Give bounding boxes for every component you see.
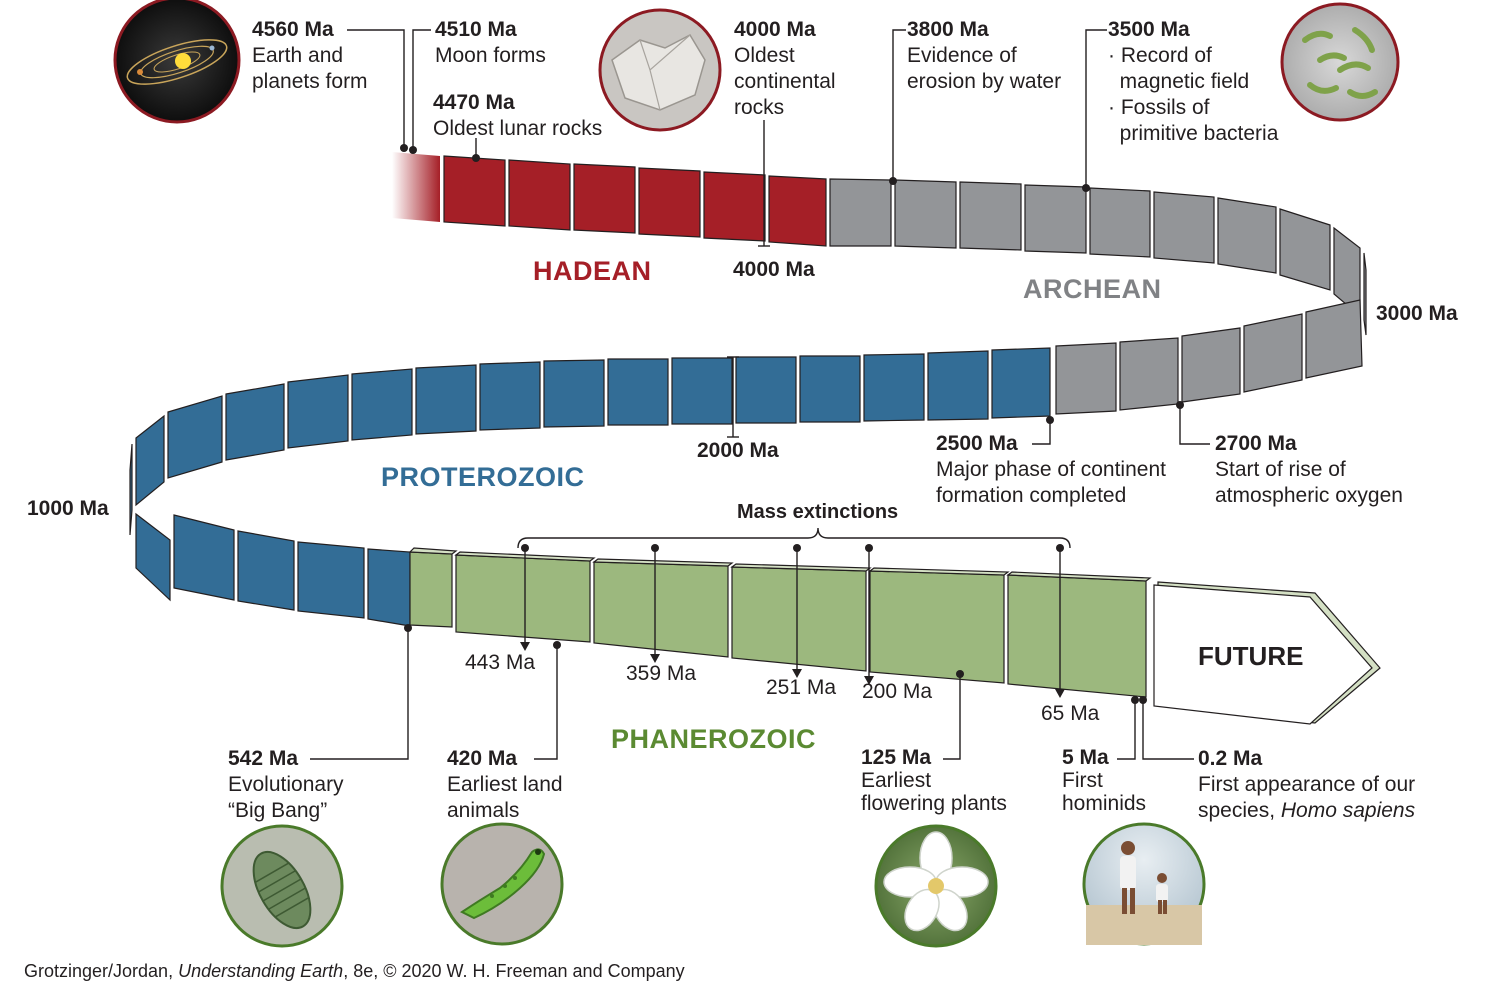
proterozoic-segments xyxy=(129,347,1051,627)
event-542: 542 Ma Evolutionary “Big Bang” xyxy=(228,747,344,822)
land-animal-illustration xyxy=(440,822,564,946)
age-2000: 2000 Ma xyxy=(697,439,779,462)
solar-system-illustration xyxy=(113,0,241,124)
age-3000: 3000 Ma xyxy=(1376,302,1458,325)
eon-label-hadean: HADEAN xyxy=(533,256,652,286)
event-5: 5 Ma First hominids xyxy=(1062,746,1147,815)
flower-illustration xyxy=(874,824,998,948)
timeline-ribbon xyxy=(129,152,1381,725)
hadean-fade-segment xyxy=(392,152,440,222)
event-4560: 4560 Ma Earth and planets form xyxy=(252,18,368,93)
age-1000: 1000 Ma xyxy=(27,497,109,520)
extinction-age-443: 443 Ma xyxy=(465,651,536,674)
leader-markers xyxy=(400,144,1184,704)
event-3500: 3500 Ma · Record of magnetic field · Fos… xyxy=(1108,18,1279,145)
event-125: 125 Ma Earliest flowering plants xyxy=(861,746,1007,815)
phanerozoic-segments xyxy=(408,547,1152,698)
bacteria-illustration xyxy=(1280,2,1400,122)
future-arrow xyxy=(1153,581,1381,725)
extinction-age-359: 359 Ma xyxy=(626,662,697,685)
leader-lines xyxy=(310,29,1210,760)
eon-label-phanerozoic: PHANEROZOIC xyxy=(611,724,817,754)
mass-extinctions-label: Mass extinctions xyxy=(737,501,899,523)
event-4000: 4000 Ma Oldest continental rocks xyxy=(734,18,836,119)
image-credit: Grotzinger/Jordan, Understanding Earth, … xyxy=(24,961,685,981)
event-2700: 2700 Ma Start of rise of atmospheric oxy… xyxy=(1215,432,1403,507)
eon-label-proterozoic: PROTEROZOIC xyxy=(381,462,585,492)
extinction-age-251: 251 Ma xyxy=(766,676,837,699)
extinction-age-200: 200 Ma xyxy=(862,680,933,703)
event-4470: 4470 Ma Oldest lunar rocks xyxy=(433,91,603,140)
extinction-age-65: 65 Ma xyxy=(1041,702,1100,725)
trilobite-illustration xyxy=(220,824,344,948)
continental-rock-illustration xyxy=(598,8,722,132)
hadean-segments xyxy=(443,155,827,247)
event-2500: 2500 Ma Major phase of continent formati… xyxy=(936,432,1166,507)
event-0-2: 0.2 Ma First appearance of our species, … xyxy=(1198,747,1416,822)
eon-label-archean: ARCHEAN xyxy=(1023,274,1162,304)
event-420: 420 Ma Earliest land animals xyxy=(447,747,563,822)
archean-segments xyxy=(829,178,1367,415)
hominid-illustration xyxy=(1082,822,1206,946)
future-label: FUTURE xyxy=(1198,641,1304,671)
event-3800: 3800 Ma Evidence of erosion by water xyxy=(907,18,1062,93)
event-4510: 4510 Ma Moon forms xyxy=(435,18,546,67)
age-hadean-archean-boundary: 4000 Ma xyxy=(733,258,815,281)
